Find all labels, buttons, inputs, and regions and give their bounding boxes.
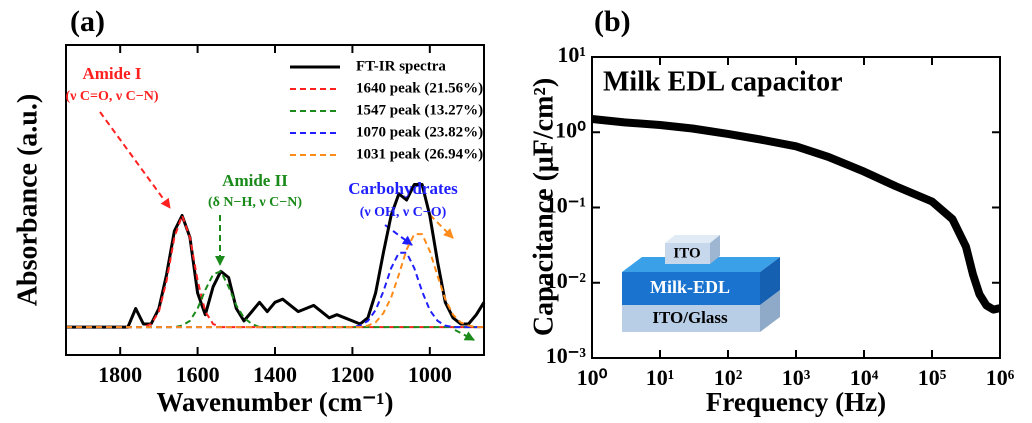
legend-label: 1031 peak (26.94%)	[356, 146, 483, 162]
x-tick-label: 1000	[408, 362, 452, 387]
x-tick-label: 1800	[98, 362, 142, 387]
inset-label: ITO	[673, 245, 700, 261]
legend-label: 1640 peak (21.56%)	[356, 80, 483, 96]
y-axis-label: Absorbance (a.u.)	[12, 94, 43, 306]
x-tick-label: 1200	[330, 362, 374, 387]
annotation: Milk EDL capacitor	[603, 66, 843, 97]
data-line	[66, 253, 484, 327]
x-tick-label: 10¹	[646, 365, 675, 390]
annotation: (ν OH, ν C−O)	[360, 205, 447, 220]
legend-label: 1070 peak (23.82%)	[356, 124, 483, 140]
annotation: (ν C=O, ν C−N)	[65, 89, 158, 104]
x-tick-label: 10⁵	[918, 365, 947, 390]
x-axis-label: Frequency (Hz)	[706, 387, 886, 417]
y-tick-label: 10⁰	[555, 117, 586, 142]
panel-label: (a)	[70, 5, 105, 38]
x-tick-label: 1600	[176, 362, 220, 387]
y-tick-label: 10⁻³	[546, 343, 587, 368]
x-tick-label: 10⁰	[577, 365, 608, 390]
arrow	[455, 330, 474, 340]
annotation: Amide I	[82, 64, 141, 83]
annotation: Carbohydrates	[348, 179, 458, 198]
device-inset: ITO Milk-EDL ITO/Glass	[622, 235, 780, 332]
x-tick-label: 10⁶	[986, 365, 1015, 390]
legend-label: FT-IR spectra	[356, 58, 446, 74]
x-tick-label: 1400	[253, 362, 297, 387]
data-line	[66, 234, 484, 327]
data-line	[66, 271, 484, 327]
arrow	[100, 112, 170, 208]
y-axis-label: Capacitance (μF/cm²)	[528, 78, 559, 336]
x-axis-label: Wavenumber (cm⁻¹)	[156, 387, 393, 417]
legend-label: 1547 peak (13.27%)	[356, 102, 483, 118]
panel-label: (b)	[594, 5, 631, 38]
annotation: Amide II	[222, 171, 288, 190]
inset-label: ITO/Glass	[652, 308, 728, 327]
data-line	[66, 216, 484, 328]
annotation: (δ N−H, ν C−N)	[208, 195, 302, 210]
figure: 1800 1600 1400 1200 1000 FT-IR spectra 1640 pe…	[0, 0, 1032, 423]
y-tick-label: 10¹	[557, 42, 586, 67]
inset-label: Milk-EDL	[650, 277, 730, 297]
